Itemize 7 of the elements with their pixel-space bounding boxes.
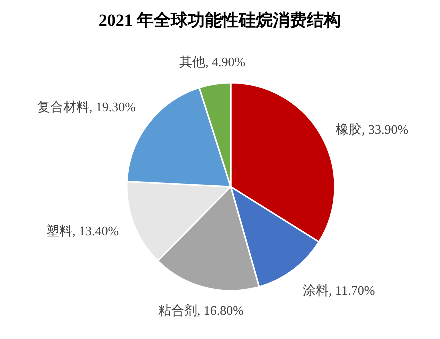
slice-label: 复合材料, 19.30% — [37, 100, 136, 115]
slice-label: 橡胶, 33.90% — [336, 122, 409, 137]
slice-label: 塑料, 13.40% — [46, 223, 120, 238]
slice-label: 涂料, 11.70% — [303, 282, 376, 298]
slice-label: 其他, 4.90% — [180, 54, 246, 70]
chart-title: 2021 年全球功能性硅烷消费结构 — [98, 11, 342, 30]
slice-label: 粘合剂, 16.80% — [158, 303, 244, 318]
